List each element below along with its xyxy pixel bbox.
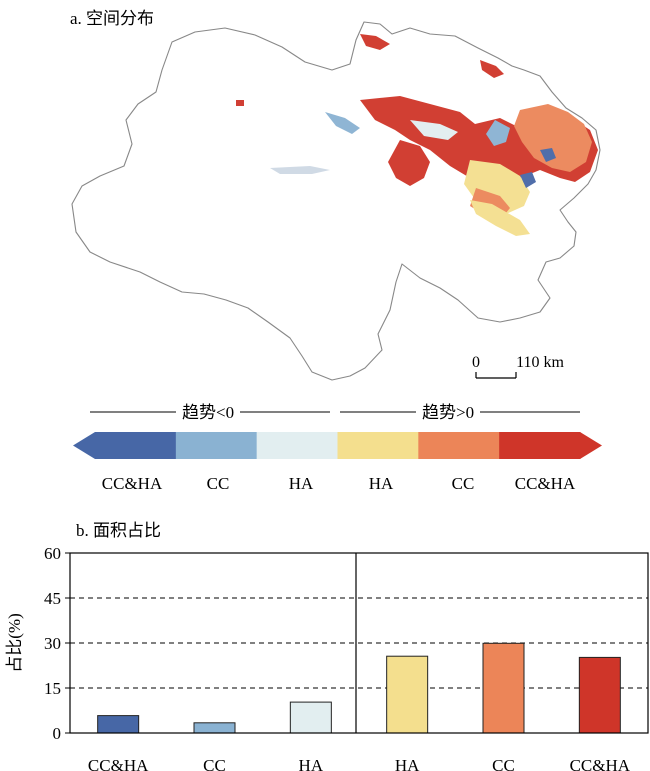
legend-group-negative: 趋势<0 bbox=[176, 398, 241, 423]
colorbar-segment bbox=[418, 432, 500, 459]
x-tick-label: CC bbox=[492, 756, 515, 771]
bar bbox=[386, 655, 429, 734]
legend-group-positive: 趋势>0 bbox=[416, 398, 481, 423]
bar bbox=[578, 656, 621, 734]
scale-bar bbox=[475, 372, 517, 379]
x-tick-label: HA bbox=[395, 756, 420, 771]
scale-bar-start: 0 bbox=[472, 354, 480, 371]
legend-label-neg-cc: CC bbox=[206, 474, 230, 493]
y-tick-label: 30 bbox=[44, 634, 61, 653]
y-tick-label: 45 bbox=[44, 589, 61, 608]
legend-label-neg-ha: HA bbox=[288, 474, 314, 493]
panel-b-title: b. 面积占比 bbox=[76, 521, 161, 540]
y-tick-label: 15 bbox=[44, 679, 61, 698]
plot-frame bbox=[69, 552, 649, 734]
colorbar-segment bbox=[337, 432, 419, 459]
region-outline bbox=[71, 21, 601, 381]
colorbar-legend bbox=[73, 411, 602, 459]
colorbar-segment bbox=[499, 432, 581, 459]
legend-label-pos-cc-ha: CC&HA bbox=[514, 474, 576, 493]
legend-label-pos-cc: CC bbox=[451, 474, 475, 493]
colorbar-left-arrow bbox=[73, 432, 95, 459]
bar bbox=[97, 715, 140, 734]
region-map: 0 110 km bbox=[71, 21, 601, 381]
y-tick-label: 0 bbox=[53, 724, 62, 743]
map-patches bbox=[236, 34, 598, 236]
scale-bar-end: 110 km bbox=[516, 354, 564, 371]
bar bbox=[193, 722, 236, 734]
y-axis-label: 占比(%) bbox=[5, 613, 24, 672]
legend-label-pos-ha: HA bbox=[368, 474, 394, 493]
x-tick-label: CC bbox=[203, 756, 226, 771]
bar bbox=[289, 701, 332, 734]
y-tick-label: 60 bbox=[44, 544, 61, 563]
x-tick-label: HA bbox=[299, 756, 324, 771]
panel-a-title: a. 空间分布 bbox=[70, 9, 155, 28]
colorbar-segment bbox=[95, 432, 177, 459]
legend-label-neg-cc-ha: CC&HA bbox=[101, 474, 163, 493]
bar-chart: 0 15 30 45 60 CC&HA CC HA HA CC CC&HA 占比(%) bbox=[5, 544, 649, 771]
colorbar-segment bbox=[175, 432, 258, 459]
colorbar-right-arrow bbox=[580, 432, 602, 459]
x-tick-label: CC&HA bbox=[88, 756, 149, 771]
bar bbox=[482, 642, 525, 734]
colorbar-segment bbox=[256, 432, 338, 459]
x-tick-label: CC&HA bbox=[570, 756, 631, 771]
